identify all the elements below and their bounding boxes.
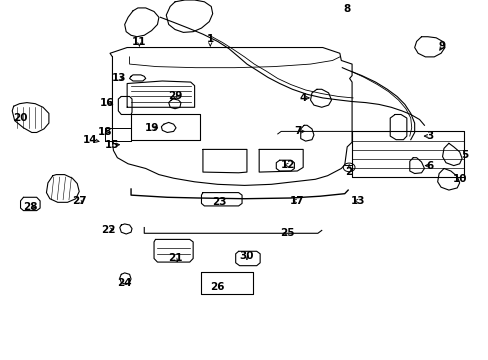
Text: 27: 27 xyxy=(72,196,86,206)
Text: 10: 10 xyxy=(451,174,466,184)
Text: 14: 14 xyxy=(83,135,98,145)
Text: 29: 29 xyxy=(167,91,182,102)
Text: 11: 11 xyxy=(132,37,146,48)
Text: 3: 3 xyxy=(426,131,433,141)
Text: 13: 13 xyxy=(111,73,126,84)
Text: 1: 1 xyxy=(206,34,213,44)
Text: 5: 5 xyxy=(460,150,467,160)
Text: 13: 13 xyxy=(350,196,365,206)
Text: 18: 18 xyxy=(98,127,112,138)
Text: 19: 19 xyxy=(144,123,159,133)
Text: 15: 15 xyxy=(105,140,120,150)
Text: 6: 6 xyxy=(426,161,433,171)
Text: 21: 21 xyxy=(167,253,182,264)
Text: 8: 8 xyxy=(343,4,350,14)
Text: 2: 2 xyxy=(345,167,352,177)
Text: 30: 30 xyxy=(239,251,254,261)
Text: 7: 7 xyxy=(294,126,302,136)
Text: 24: 24 xyxy=(117,278,132,288)
Text: 17: 17 xyxy=(289,196,304,206)
Text: 26: 26 xyxy=(210,282,224,292)
Text: 23: 23 xyxy=(211,197,226,207)
Text: 4: 4 xyxy=(299,93,306,103)
Text: 22: 22 xyxy=(101,225,116,235)
Text: 12: 12 xyxy=(281,160,295,170)
Text: 20: 20 xyxy=(13,113,28,123)
Text: 9: 9 xyxy=(438,41,445,51)
Text: 25: 25 xyxy=(280,228,294,238)
Text: 16: 16 xyxy=(99,98,114,108)
Text: 28: 28 xyxy=(23,202,38,212)
